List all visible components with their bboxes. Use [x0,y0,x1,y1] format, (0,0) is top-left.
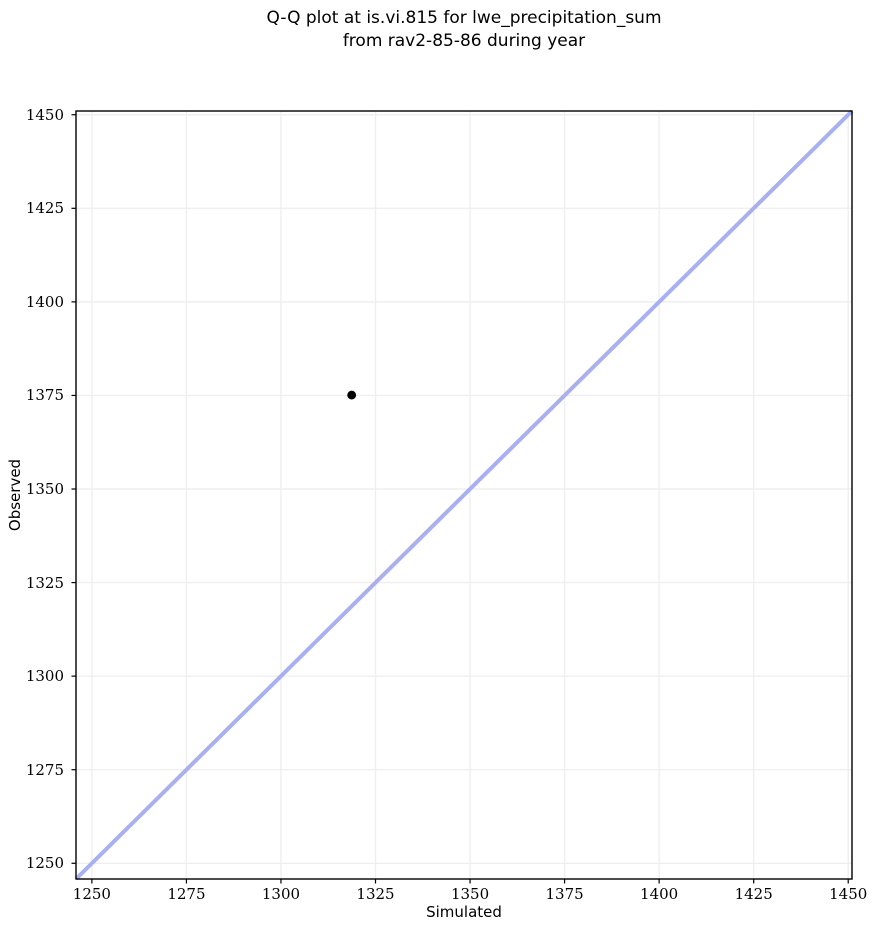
y-tick-label: 1425 [25,199,64,218]
y-tick-label: 1250 [25,854,64,873]
y-tick-label: 1350 [25,480,64,498]
x-tick-label: 1425 [734,885,773,903]
x-axis-label: Simulated [426,903,502,921]
y-tick-label: 1325 [25,573,64,592]
x-tick-label: 1275 [167,885,206,903]
y-tick-label: 1450 [25,105,64,124]
qq-plot-canvas [71,109,854,884]
x-tick-label: 1325 [356,885,395,903]
plot-border [75,110,853,880]
x-tick-label: 1250 [72,885,111,903]
chart-title-line2: from rav2-85-86 during year [342,31,586,51]
x-tick-label: 1350 [450,885,490,903]
x-tick-label: 1400 [640,885,679,903]
x-tick-label: 1375 [545,885,584,903]
y-tick-label: 1300 [25,667,64,686]
chart-title: Q-Q plot at is.vi.815 for lwe_precipitat… [76,7,852,53]
data-point [347,390,357,400]
x-tick-label: 1450 [829,885,868,903]
x-tick-label: 1300 [261,885,301,903]
y-tick-label: 1275 [25,760,64,779]
chart-title-line1: Q-Q plot at is.vi.815 for lwe_precipitat… [266,8,662,28]
identity-line [74,109,854,881]
y-tick-label: 1400 [25,292,64,311]
y-axis-label: Observed [6,458,24,532]
y-tick-label: 1375 [25,386,64,405]
plot-area [71,109,854,884]
